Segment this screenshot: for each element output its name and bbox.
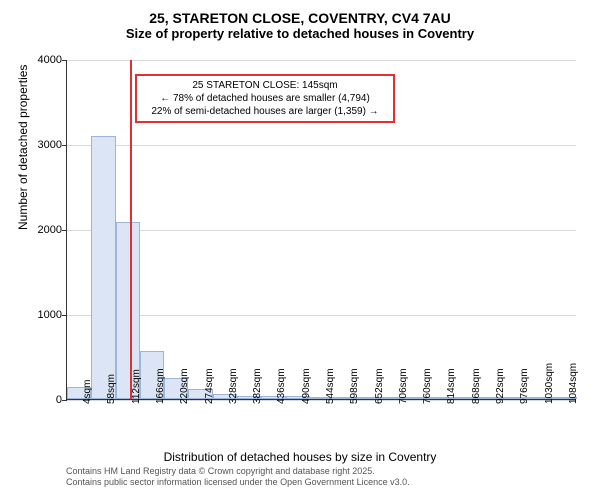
- annotation-line: 25 STARETON CLOSE: 145sqm: [143, 79, 387, 92]
- ytick-mark: [62, 145, 67, 146]
- xtick-label: 814sqm: [446, 368, 457, 404]
- xtick-label: 274sqm: [204, 368, 215, 404]
- histogram-bar: [91, 136, 115, 400]
- xtick-label: 4sqm: [82, 380, 93, 404]
- gridline: [67, 60, 576, 61]
- xtick-label: 490sqm: [301, 368, 312, 404]
- annotation-line: 22% of semi-detached houses are larger (…: [143, 105, 387, 118]
- xtick-label: 706sqm: [398, 368, 409, 404]
- xtick-label: 652sqm: [374, 368, 385, 404]
- plot-area: 25 STARETON CLOSE: 145sqm← 78% of detach…: [66, 60, 576, 400]
- annotation-box: 25 STARETON CLOSE: 145sqm← 78% of detach…: [135, 74, 395, 123]
- xtick-label: 598sqm: [349, 368, 360, 404]
- x-axis-label: Distribution of detached houses by size …: [10, 450, 590, 464]
- ytick-mark: [62, 400, 67, 401]
- footer-line-1: Contains HM Land Registry data © Crown c…: [66, 466, 410, 477]
- gridline: [67, 230, 576, 231]
- ytick-mark: [62, 315, 67, 316]
- xtick-label: 382sqm: [252, 368, 263, 404]
- chart-container: 25, STARETON CLOSE, COVENTRY, CV4 7AU Si…: [10, 10, 590, 490]
- ytick-label: 2000: [22, 224, 62, 236]
- ytick-label: 0: [22, 394, 62, 406]
- gridline: [67, 315, 576, 316]
- xtick-label: 1084sqm: [568, 363, 579, 404]
- gridline: [67, 145, 576, 146]
- ytick-label: 1000: [22, 309, 62, 321]
- xtick-label: 112sqm: [131, 369, 142, 404]
- xtick-label: 436sqm: [276, 368, 287, 404]
- ytick-label: 3000: [22, 139, 62, 151]
- xtick-label: 328sqm: [228, 368, 239, 404]
- xtick-label: 58sqm: [106, 374, 117, 404]
- xtick-label: 868sqm: [471, 368, 482, 404]
- xtick-label: 976sqm: [519, 368, 530, 404]
- xtick-label: 1030sqm: [544, 363, 555, 404]
- ytick-label: 4000: [22, 54, 62, 66]
- footer-attribution: Contains HM Land Registry data © Crown c…: [66, 466, 410, 488]
- chart-title-1: 25, STARETON CLOSE, COVENTRY, CV4 7AU: [10, 10, 590, 26]
- annotation-line: ← 78% of detached houses are smaller (4,…: [143, 92, 387, 105]
- ytick-mark: [62, 230, 67, 231]
- footer-line-2: Contains public sector information licen…: [66, 477, 410, 488]
- chart-title-2: Size of property relative to detached ho…: [10, 26, 590, 41]
- ytick-mark: [62, 60, 67, 61]
- xtick-label: 544sqm: [325, 368, 336, 404]
- xtick-label: 220sqm: [179, 368, 190, 404]
- xtick-label: 760sqm: [422, 368, 433, 404]
- reference-line: [130, 60, 132, 399]
- xtick-label: 166sqm: [155, 368, 166, 404]
- xtick-label: 922sqm: [495, 368, 506, 404]
